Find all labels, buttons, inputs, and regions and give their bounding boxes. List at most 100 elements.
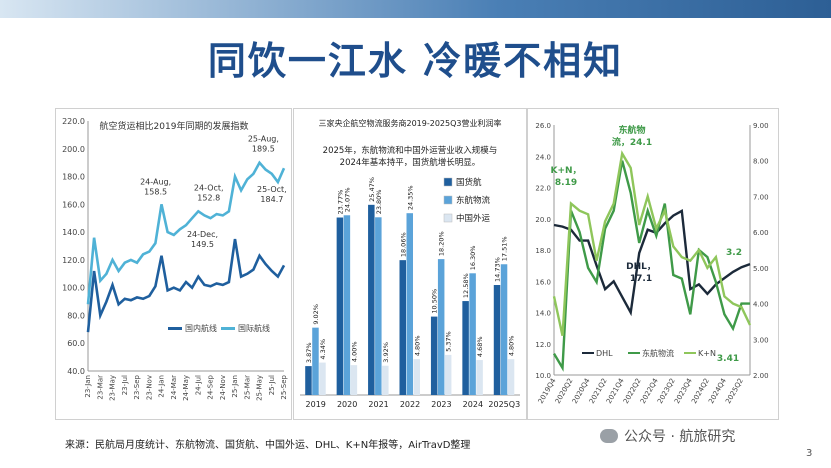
source-note: 来源：民航局月度统计、东航物流、国货航、中国外运、DHL、K+N年报等，AirT…	[65, 440, 471, 451]
data-label-value: 8.19	[555, 178, 577, 188]
legend-label: 中国外运	[456, 213, 491, 224]
bar-value-label: 4.80%	[508, 336, 516, 357]
x-tick-label: 23-Jul	[121, 375, 129, 395]
watermark: 公众号 · 航旅研究	[600, 426, 735, 446]
legend-swatch	[168, 327, 182, 330]
y-tick-label: 180.0	[62, 173, 85, 182]
right-y-tick-label: 9.00	[753, 122, 769, 130]
bar-value-label: 23.80%	[375, 189, 383, 214]
left-y-tick-label: 26.0	[535, 122, 551, 130]
x-tick-label: 24-Jul	[194, 375, 202, 395]
x-tick-label: 23-Jan	[84, 375, 92, 398]
right-y-tick-label: 4.00	[753, 301, 769, 309]
left-y-tick-label: 22.0	[535, 185, 551, 193]
wechat-icon	[600, 429, 618, 443]
x-tick-label: 24-Sep	[207, 374, 215, 399]
left-y-tick-label: 10.0	[535, 372, 551, 380]
bar-value-label: 3.92%	[382, 342, 390, 363]
chart-panel-cargo-index: 航空货运相比2019年同期的发展指数 40.0 60.0 80.0 100.0 120.…	[55, 108, 292, 420]
x-tick-label: 24-Mar	[170, 375, 178, 400]
data-label-value: 152.8	[197, 193, 220, 202]
bar	[399, 260, 406, 395]
left-y-tick-label: 16.0	[535, 278, 551, 286]
bar	[444, 354, 452, 395]
legend-label: 国际航线	[238, 323, 270, 333]
bar	[319, 362, 326, 395]
x-tick-label: 25-May	[256, 375, 264, 401]
legend-label: 国货航	[456, 177, 482, 188]
bar-value-label: 16.30%	[469, 245, 477, 270]
bar	[382, 365, 389, 395]
x-tick-label: 23-May	[109, 375, 117, 401]
series-line	[86, 160, 286, 305]
left-y-tick-label: 12.0	[535, 341, 551, 349]
data-label-date: 24-Aug,	[140, 177, 171, 186]
data-label-date: 24-Oct,	[194, 183, 224, 192]
y-tick-label: 160.0	[62, 200, 85, 209]
y-tick-label: 60.0	[67, 339, 85, 348]
bar	[430, 316, 438, 395]
left-y-tick-label: 14.0	[535, 310, 551, 318]
right-y-tick-label: 6.00	[753, 229, 769, 237]
data-label-value: 流，24.1	[612, 136, 652, 148]
legend-label: K+N	[698, 349, 716, 358]
cargo-index-chart: 航空货运相比2019年同期的发展指数 40.0 60.0 80.0 100.0 120.…	[62, 117, 288, 401]
bar	[312, 327, 319, 395]
bar-value-label: 4.00%	[350, 341, 358, 362]
legend-swatch	[221, 327, 235, 330]
data-label-name: 东航物	[618, 124, 645, 136]
right-y-tick-label: 2.00	[753, 372, 769, 380]
data-label-date: 24-Dec,	[187, 230, 218, 239]
x-tick-label: 2020	[337, 400, 357, 409]
left-y-tick-label: 24.0	[535, 153, 551, 161]
bar-value-label: 23.77%	[336, 190, 344, 215]
chart-title: 航空货运相比2019年同期的发展指数	[100, 120, 249, 132]
right-y-tick-label: 3.00	[753, 336, 769, 344]
y-tick-label: 140.0	[62, 228, 85, 237]
bar-value-label: 3.87%	[305, 342, 313, 363]
bar	[350, 365, 358, 395]
data-label-value: 3.2	[726, 248, 742, 258]
bar-value-label: 4.68%	[476, 336, 484, 357]
x-tick-label: 2022	[400, 400, 420, 409]
bar	[500, 264, 508, 395]
data-label-value: 149.5	[191, 240, 214, 249]
x-tick-label: 25-Sep	[280, 374, 288, 399]
data-label-name: K+N，	[550, 166, 581, 176]
top-decor-bar	[0, 0, 831, 18]
legend-label: DHL	[596, 349, 613, 358]
legend-label: 东航物流	[642, 348, 674, 358]
chart-panel-margin: 三家央企航空物流服务商2019-2025Q3营业利润率 2025年，东航物流和中…	[293, 108, 527, 420]
x-tick-label: 23-Nov	[145, 375, 153, 400]
y-tick-label: 120.0	[62, 256, 85, 265]
bar-value-label: 4.34%	[319, 339, 327, 360]
right-y-tick-label: 7.00	[753, 193, 769, 201]
data-label-value: 17.1	[630, 274, 652, 284]
x-tick-label: 24-Nov	[219, 375, 227, 400]
bar	[343, 215, 351, 395]
x-tick-label: 2019	[306, 400, 326, 409]
x-tick-label: 2023	[431, 400, 451, 409]
x-tick-label: 23-Mar	[96, 375, 104, 400]
series-line	[86, 238, 286, 333]
x-tick-label: 2021	[368, 400, 388, 409]
bar	[305, 366, 312, 395]
legend-swatch	[443, 195, 453, 205]
data-label-value: 3.41	[717, 354, 739, 364]
margin-bar-chart: 三家央企航空物流服务商2019-2025Q3营业利润率 2025年，东航物流和中…	[300, 118, 520, 409]
x-tick-label: 2024	[463, 400, 483, 409]
bar-value-label: 18.20%	[438, 231, 446, 256]
data-label-value: 189.5	[252, 144, 275, 153]
left-y-tick-label: 20.0	[535, 216, 551, 224]
bar	[336, 217, 344, 395]
bar-value-label: 10.50%	[431, 289, 439, 314]
bar-value-label: 25.47%	[368, 177, 376, 202]
x-tick-label: 23-Sep	[133, 374, 141, 399]
chart-subtitle-line2: 2024年基本持平，国货航增长明显。	[340, 157, 481, 168]
data-label-date: 25-Aug,	[248, 134, 279, 143]
bar	[375, 217, 382, 395]
left-y-tick-label: 18.0	[535, 247, 551, 255]
bar	[368, 204, 375, 395]
bar	[437, 259, 445, 395]
y-tick-label: 40.0	[67, 367, 85, 376]
